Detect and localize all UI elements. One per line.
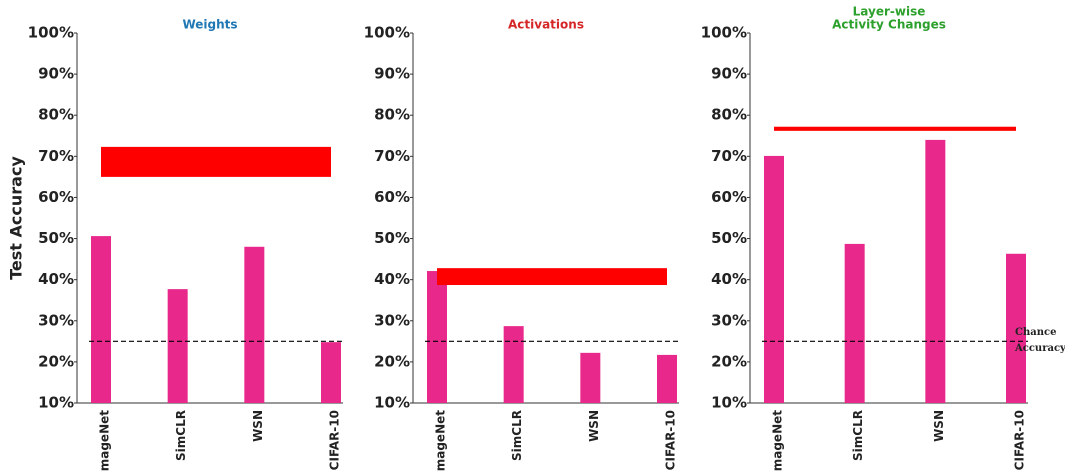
x-tick-label: CIFAR-10 <box>664 410 678 470</box>
y-tick-label: 30% <box>711 311 747 329</box>
bar <box>657 354 677 403</box>
chance-annotation: Chance <box>1015 327 1056 338</box>
bar <box>580 352 601 403</box>
bar <box>427 271 447 403</box>
bar <box>244 246 265 403</box>
y-tick-label: 90% <box>711 65 747 83</box>
x-tick-label: CIFAR-10 <box>1013 410 1027 470</box>
y-tick-label: 20% <box>711 352 747 370</box>
y-tick-label: 40% <box>38 270 74 288</box>
panel-title: Activations <box>508 18 584 32</box>
y-tick-label: 60% <box>374 188 410 206</box>
y-tick-label: 10% <box>711 394 747 412</box>
x-tick-label: WSN <box>587 410 601 442</box>
y-tick-label: 10% <box>38 394 74 412</box>
reference-range <box>437 268 667 286</box>
y-tick-label: 40% <box>711 270 747 288</box>
y-tick-label: 100% <box>364 24 410 42</box>
y-tick-label: 90% <box>38 65 74 83</box>
x-tick-label: ImageNet <box>98 410 112 471</box>
y-tick-label: 10% <box>374 394 410 412</box>
bar <box>925 139 946 403</box>
y-axis-label: Test Accuracy <box>7 156 26 280</box>
x-tick-label: ImageNet <box>434 410 448 471</box>
chance-annotation: Accuracy <box>1014 343 1065 354</box>
bar <box>167 289 188 403</box>
x-tick-label: WSN <box>251 410 265 442</box>
x-tick-label: ImageNet <box>771 410 785 471</box>
x-tick-label: CIFAR-10 <box>328 410 342 470</box>
reference-range <box>101 146 331 177</box>
y-tick-label: 30% <box>374 311 410 329</box>
y-tick-label: 60% <box>38 188 74 206</box>
panel-title: Activity Changes <box>832 18 946 32</box>
y-tick-label: 70% <box>374 147 410 165</box>
panel-title: Layer-wise <box>853 5 926 19</box>
bar <box>503 326 524 403</box>
y-tick-label: 70% <box>38 147 74 165</box>
y-tick-label: 20% <box>38 352 74 370</box>
y-tick-label: 20% <box>374 352 410 370</box>
x-tick-label: SimCLR <box>174 410 188 461</box>
y-tick-label: 30% <box>38 311 74 329</box>
y-tick-label: 50% <box>38 229 74 247</box>
y-tick-label: 100% <box>28 24 74 42</box>
y-tick-label: 80% <box>711 106 747 124</box>
bar <box>844 243 865 403</box>
y-tick-label: 50% <box>374 229 410 247</box>
y-tick-label: 100% <box>701 24 747 42</box>
y-tick-label: 80% <box>38 106 74 124</box>
y-tick-label: 90% <box>374 65 410 83</box>
panel-title: Weights <box>182 18 237 32</box>
x-tick-label: SimCLR <box>510 410 524 461</box>
bar <box>91 236 111 403</box>
y-tick-label: 50% <box>711 229 747 247</box>
y-tick-label: 70% <box>711 147 747 165</box>
bar <box>1006 253 1026 403</box>
y-tick-label: 40% <box>374 270 410 288</box>
bar <box>321 342 341 403</box>
x-tick-label: SimCLR <box>851 410 865 461</box>
x-tick-label: WSN <box>932 410 946 442</box>
bar <box>764 155 784 403</box>
y-tick-label: 80% <box>374 106 410 124</box>
reference-range <box>774 126 1016 131</box>
y-tick-label: 60% <box>711 188 747 206</box>
